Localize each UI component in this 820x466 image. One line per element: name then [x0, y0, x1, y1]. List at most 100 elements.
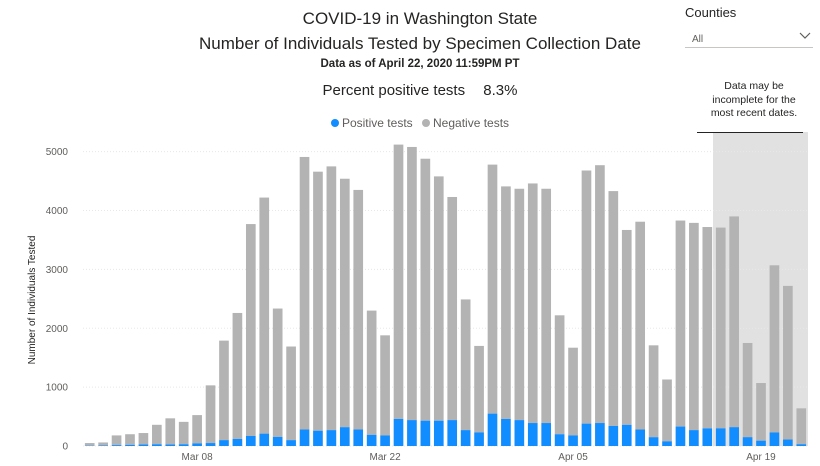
bar-negative: [769, 265, 780, 433]
bar-negative: [689, 222, 699, 431]
bar-negative: [178, 421, 189, 445]
bar-negative: [407, 146, 417, 421]
bar-negative: [501, 186, 511, 419]
counties-selected-value: All: [692, 34, 704, 45]
legend: Positive tests Negative tests: [0, 116, 820, 130]
bar-negative: [366, 310, 377, 435]
bar-positive: [662, 441, 672, 446]
bar-positive: [554, 434, 565, 446]
bar-negative: [380, 335, 390, 436]
bar-negative: [125, 434, 135, 445]
bar-negative: [433, 176, 444, 421]
bar-negative: [474, 345, 484, 433]
bar-positive: [232, 438, 243, 446]
bar-positive: [608, 425, 619, 446]
bar-positive: [621, 424, 632, 446]
percent-positive-value: 8.3%: [483, 82, 518, 99]
bar-positive: [501, 418, 511, 446]
note-divider: [697, 132, 803, 133]
bar-negative: [219, 340, 229, 441]
bar-positive: [568, 435, 578, 446]
counties-slicer: Counties All: [685, 5, 813, 48]
bar-positive: [165, 444, 176, 446]
bar-negative: [527, 183, 538, 424]
bar-positive: [380, 435, 390, 446]
bar-negative: [662, 379, 672, 442]
legend-positive-label: Positive tests: [341, 116, 413, 130]
x-tick-label: Mar 08: [182, 452, 214, 463]
bar-negative: [756, 383, 766, 441]
bar-negative: [259, 197, 270, 434]
bar-negative: [98, 442, 108, 446]
bar-negative: [460, 299, 471, 431]
bar-positive: [178, 444, 189, 446]
bar-negative: [554, 315, 565, 435]
bar-negative: [152, 424, 162, 445]
bar-positive: [111, 445, 122, 446]
bar-positive: [299, 429, 310, 446]
bar-positive: [756, 440, 766, 446]
chart-subtitle: Number of Individuals Tested by Specimen…: [199, 34, 641, 53]
bar-positive: [326, 430, 337, 446]
bar-negative: [783, 285, 793, 440]
y-tick-label: 4000: [46, 206, 69, 217]
bar-positive: [581, 423, 592, 446]
y-tick-label: 1000: [46, 383, 69, 394]
bar-positive: [635, 429, 646, 446]
legend-negative[interactable]: Negative tests: [422, 116, 509, 130]
x-tick-label: Apr 05: [558, 452, 588, 463]
bar-positive: [393, 418, 404, 446]
bar-negative: [245, 224, 256, 436]
bar-negative: [272, 308, 283, 437]
bar-positive: [272, 436, 283, 446]
bar-negative: [326, 166, 337, 431]
legend-positive[interactable]: Positive tests: [330, 116, 413, 130]
bar-negative: [84, 443, 95, 446]
bar-negative: [621, 229, 632, 425]
bar-positive: [702, 428, 713, 446]
bar-positive: [514, 420, 525, 446]
bar-negative: [487, 164, 498, 414]
percent-positive-label: Percent positive tests: [322, 82, 466, 99]
bar-positive: [541, 423, 552, 446]
bar-positive: [433, 420, 444, 446]
bar-positive: [205, 443, 216, 446]
y-tick-label: 0: [62, 442, 68, 453]
bar-negative: [568, 347, 578, 436]
counties-dropdown[interactable]: All: [685, 28, 813, 48]
bar-positive: [474, 432, 484, 446]
y-axis-title: Number of Individuals Tested: [27, 236, 38, 365]
bar-negative: [339, 178, 350, 428]
bar-negative: [232, 312, 243, 439]
legend-negative-label: Negative tests: [433, 116, 510, 130]
bar-positive: [366, 434, 377, 446]
bar-positive: [420, 420, 431, 446]
bar-positive: [783, 439, 793, 446]
bar-negative: [353, 189, 364, 430]
bar-positive: [138, 444, 149, 446]
bar-negative: [581, 170, 592, 424]
bar-negative: [514, 188, 525, 421]
bar-positive: [125, 444, 135, 446]
bar-negative: [111, 435, 122, 446]
bar-positive: [259, 433, 270, 446]
bar-negative: [702, 227, 713, 429]
bar-negative: [447, 196, 458, 421]
bar-positive: [527, 423, 538, 446]
y-tick-label: 5000: [46, 147, 69, 158]
bar-positive: [648, 437, 659, 446]
bar-positive: [353, 429, 364, 446]
bar-negative: [286, 346, 296, 441]
bar-positive: [286, 440, 296, 446]
bar-negative: [138, 433, 149, 445]
bar-positive: [192, 443, 202, 446]
bar-positive: [152, 444, 162, 446]
positive-dot-icon: [330, 119, 339, 127]
chart-title: COVID-19 in Washington State: [302, 9, 538, 28]
bar-negative: [299, 156, 310, 430]
bar-negative: [420, 158, 431, 421]
bar-negative: [393, 144, 404, 419]
bar-negative: [313, 171, 323, 431]
bar-negative: [595, 165, 605, 424]
